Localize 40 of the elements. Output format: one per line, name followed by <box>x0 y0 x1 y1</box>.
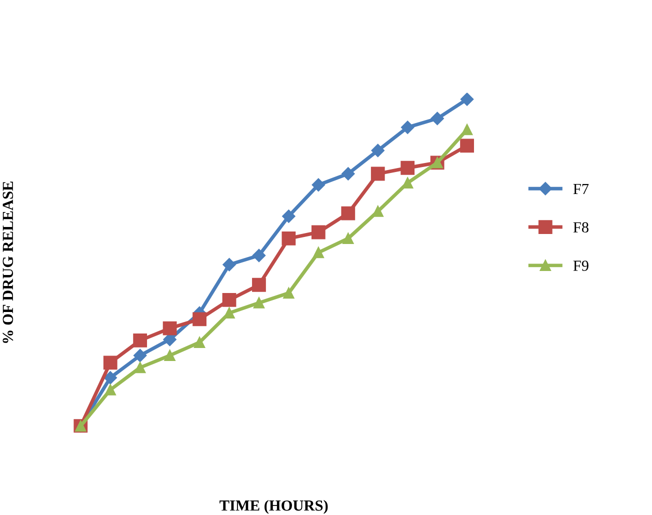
point <box>342 232 354 244</box>
point <box>162 321 177 336</box>
y-axis-title: % OF DRUG RELEASE <box>2 182 14 343</box>
point <box>103 356 118 370</box>
point <box>192 312 206 326</box>
point <box>312 178 326 192</box>
point <box>104 384 116 396</box>
point <box>370 166 385 181</box>
point <box>372 206 384 217</box>
point <box>341 206 356 220</box>
point <box>224 307 235 319</box>
point <box>461 124 473 136</box>
point <box>460 138 474 153</box>
point <box>342 167 355 180</box>
point <box>252 248 266 262</box>
point <box>222 258 236 272</box>
point <box>282 210 296 223</box>
point <box>133 348 147 362</box>
point <box>401 120 414 134</box>
point <box>133 333 148 348</box>
point <box>194 336 206 348</box>
point <box>222 292 236 307</box>
point <box>283 287 294 299</box>
point <box>312 246 324 258</box>
point <box>282 232 296 246</box>
point <box>164 350 176 362</box>
point <box>252 278 266 292</box>
point <box>460 92 474 106</box>
point <box>104 371 117 384</box>
point <box>134 362 146 374</box>
point <box>430 112 444 126</box>
point <box>402 177 414 188</box>
legend-label: F8 <box>573 222 588 233</box>
legend-label: F9 <box>573 260 588 271</box>
point <box>400 160 415 175</box>
x-axis-title: TIME (HOURS) <box>220 500 328 514</box>
point <box>371 144 384 158</box>
legend-label: F7 <box>573 184 589 194</box>
point <box>253 297 265 308</box>
point <box>311 225 326 240</box>
